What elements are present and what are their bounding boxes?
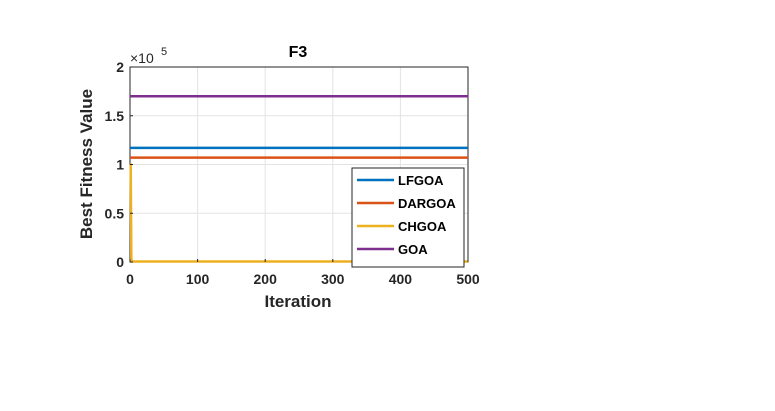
- y-tick-label: 0: [116, 254, 124, 270]
- x-axis-title: Iteration: [264, 292, 331, 311]
- chart-title: F3: [289, 44, 308, 61]
- y-axis-title: Best Fitness Value: [77, 89, 96, 239]
- y-exponent-base: ×10: [130, 50, 154, 66]
- x-tick-label: 200: [254, 271, 278, 287]
- legend: LFGOA DARGOA CHGOA GOA: [351, 167, 465, 268]
- y-tick-label: 1.5: [105, 108, 125, 124]
- legend-box: [351, 167, 465, 268]
- y-tick-label: 0.5: [105, 205, 125, 221]
- x-axis-ticks: 0 100 200 300 400 500: [126, 259, 480, 287]
- x-tick-label: 500: [456, 271, 480, 287]
- x-tick-label: 300: [321, 271, 345, 287]
- x-tick-label: 100: [186, 271, 210, 287]
- y-axis-ticks: 0 0.5 1 1.5 2: [105, 59, 133, 270]
- y-tick-label: 1: [116, 157, 124, 173]
- legend-label: DARGOA: [398, 196, 456, 211]
- x-tick-label: 400: [389, 271, 413, 287]
- y-exponent-power: 5: [161, 46, 167, 58]
- legend-label: LFGOA: [398, 173, 444, 188]
- x-tick-label: 0: [126, 271, 134, 287]
- legend-label: CHGOA: [398, 219, 447, 234]
- legend-label: GOA: [398, 242, 428, 257]
- y-tick-label: 2: [116, 59, 124, 75]
